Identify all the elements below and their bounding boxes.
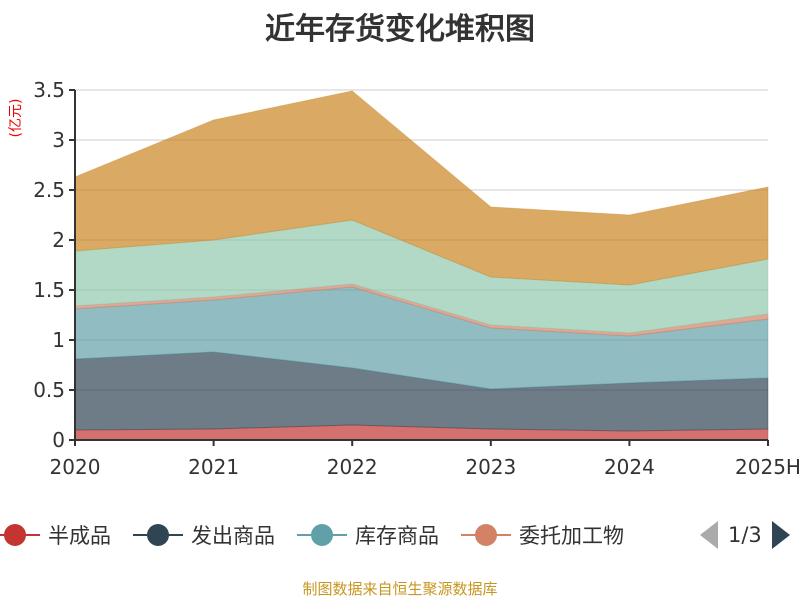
y-tick-label: 2 <box>52 228 65 252</box>
y-tick-label: 1.5 <box>33 278 65 302</box>
legend-marker-icon <box>0 523 40 547</box>
legend-item[interactable]: 库存商品 <box>297 520 439 550</box>
x-tick-label: 2024 <box>604 455 655 479</box>
y-axis-label: (亿元) <box>8 99 24 138</box>
legend-item[interactable]: 半成品 <box>0 520 111 550</box>
x-tick-label: 2021 <box>188 455 239 479</box>
x-tick-label: 2020 <box>50 455 101 479</box>
legend-prev-icon[interactable] <box>700 521 718 549</box>
chart-title: 近年存货变化堆积图 <box>265 12 535 47</box>
y-tick-label: 0 <box>52 428 65 452</box>
legend-item[interactable]: 发出商品 <box>133 520 275 550</box>
y-tick-label: 2.5 <box>33 178 65 202</box>
data-source-note: 制图数据来自恒生聚源数据库 <box>302 580 498 598</box>
legend-next-icon[interactable] <box>771 521 790 549</box>
y-tick-label: 3.5 <box>33 78 65 102</box>
y-tick-label: 3 <box>52 128 65 152</box>
legend-label: 库存商品 <box>355 524 439 548</box>
legend-marker-icon <box>133 523 183 547</box>
x-tick-label: 2023 <box>465 455 516 479</box>
legend-page-indicator: 1/3 <box>728 523 762 547</box>
legend-label: 发出商品 <box>191 524 275 548</box>
legend-marker-icon <box>297 523 347 547</box>
x-tick-label: 2022 <box>327 455 378 479</box>
y-tick-label: 0.5 <box>33 378 65 402</box>
legend-marker-icon <box>461 523 511 547</box>
legend-label: 半成品 <box>48 524 111 548</box>
legend-label: 委托加工物 <box>519 524 624 548</box>
y-tick-label: 1 <box>52 328 65 352</box>
legend-pager: 1/3 <box>700 518 790 552</box>
legend-item[interactable]: 委托加工物 <box>461 520 624 550</box>
x-tick-label: 2025H <box>735 455 800 479</box>
area-series-6 <box>74 90 769 286</box>
legend: 半成品 发出商品 库存商品 委托加工物 <box>0 518 646 552</box>
